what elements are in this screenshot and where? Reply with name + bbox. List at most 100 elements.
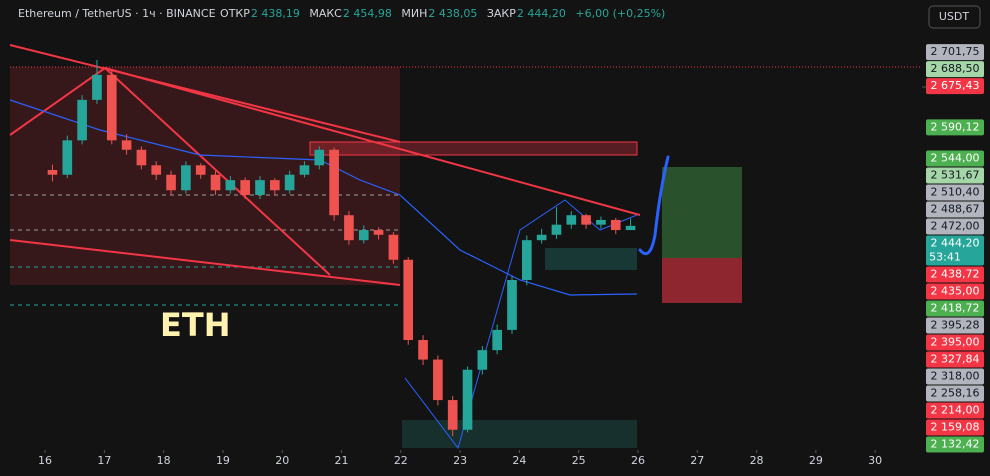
high: 2 454,98 xyxy=(342,7,392,20)
candle-body xyxy=(581,215,591,225)
trend-line xyxy=(104,67,641,216)
candle-body xyxy=(610,219,621,231)
candle-body xyxy=(358,230,369,241)
price-label: 2 435,00 xyxy=(931,285,980,298)
price-label: 2 418,72 xyxy=(931,302,980,315)
high-label: МАКС xyxy=(309,7,342,20)
x-tick-label: 20 xyxy=(275,454,289,467)
price-label: 2 675,43 xyxy=(931,79,980,92)
price-label: 2 214,00 xyxy=(931,404,980,417)
countdown: 53:41 xyxy=(929,251,961,264)
candle-body xyxy=(270,180,280,191)
price-label: 2 438,72 xyxy=(931,268,980,281)
price-label: 2 318,00 xyxy=(931,370,980,383)
price-label-box xyxy=(926,402,984,419)
price-label-box xyxy=(926,283,984,300)
candle-body xyxy=(433,359,443,401)
x-tick-label: 27 xyxy=(690,454,704,467)
low-label: МИН xyxy=(401,7,428,20)
trend-line xyxy=(9,44,401,143)
x-tick-label: 23 xyxy=(453,454,467,467)
candle-body xyxy=(210,174,221,191)
price-label-box xyxy=(926,385,984,402)
price-label: 2 488,67 xyxy=(931,203,980,216)
candle-body xyxy=(344,215,354,241)
price-label-box xyxy=(926,368,984,385)
header: Ethereum / TetherUS · 1ч · BINANCE ОТКР2… xyxy=(18,7,671,20)
candle-body xyxy=(62,140,73,175)
x-tick-label: 22 xyxy=(394,454,408,467)
x-tick-label: 21 xyxy=(335,454,349,467)
low: 2 438,05 xyxy=(428,7,478,20)
candle-body xyxy=(225,180,236,191)
price-label: 2 472,00 xyxy=(931,220,980,233)
candle-body xyxy=(284,174,295,191)
candle-body xyxy=(625,225,636,231)
x-tick-label: 17 xyxy=(97,454,111,467)
price-label-box xyxy=(926,201,984,218)
candle-body xyxy=(403,259,414,341)
price-label: 2 701,75 xyxy=(931,45,980,58)
price-label: 2 395,00 xyxy=(931,336,980,349)
price-label-box xyxy=(926,334,984,351)
price-label-box xyxy=(926,419,984,436)
price-label: 2 444,20 xyxy=(931,237,980,250)
x-tick-label: 29 xyxy=(809,454,823,467)
price-label: 2 688,50 xyxy=(931,62,980,75)
candle-body xyxy=(240,180,250,195)
price-label: 2 395,28 xyxy=(931,319,980,332)
price-label: 2 327,84 xyxy=(931,353,980,366)
currency-button[interactable] xyxy=(928,5,981,29)
price-label-box xyxy=(926,44,984,61)
price-label: 2 132,42 xyxy=(931,438,980,451)
price-label-box xyxy=(926,235,984,266)
x-tick-label: 16 xyxy=(38,454,52,467)
price-label-box xyxy=(926,184,984,201)
candle-body xyxy=(136,149,147,166)
candle-body xyxy=(551,224,562,235)
candle-body xyxy=(447,400,458,430)
zone xyxy=(402,420,637,448)
candle-body xyxy=(106,74,117,141)
candle-body xyxy=(181,165,191,191)
candle-body xyxy=(166,174,176,191)
price-label-box xyxy=(926,317,984,334)
x-tick-label: 18 xyxy=(157,454,171,467)
candle-body xyxy=(566,215,577,225)
candle-body xyxy=(92,74,102,100)
close: 2 444,20 xyxy=(516,7,566,20)
x-tick-label: 19 xyxy=(216,454,230,467)
position-profit xyxy=(662,167,742,258)
symbol: Ethereum / TetherUS · 1ч · BINANCE xyxy=(18,7,216,20)
price-label-box xyxy=(926,218,984,235)
candle-body xyxy=(521,240,532,280)
candle-body xyxy=(77,99,87,141)
candle-body xyxy=(536,234,547,241)
position-loss xyxy=(662,258,742,303)
moving-average xyxy=(9,99,638,296)
open-label: ОТКР xyxy=(220,7,250,20)
candle-body xyxy=(373,230,384,235)
price-label: 2 258,16 xyxy=(931,387,980,400)
candle-body xyxy=(596,219,606,225)
price-label-box xyxy=(926,300,984,317)
candle-body xyxy=(255,180,265,195)
candle-body xyxy=(462,369,473,430)
candle-body xyxy=(195,165,206,175)
zone xyxy=(545,248,637,270)
candle-body xyxy=(418,340,428,360)
open: 2 438,19 xyxy=(250,7,300,20)
candle-body xyxy=(477,350,488,370)
x-tick-label: 25 xyxy=(572,454,586,467)
candle-body xyxy=(388,234,399,260)
x-tick-label: 28 xyxy=(750,454,764,467)
zone xyxy=(309,141,638,156)
price-label-box xyxy=(926,119,984,136)
pattern-line xyxy=(404,199,638,450)
currency[interactable]: USDT xyxy=(939,10,970,23)
candle-body xyxy=(507,279,517,330)
x-tick-label: 30 xyxy=(868,454,882,467)
candle-body xyxy=(314,149,325,166)
